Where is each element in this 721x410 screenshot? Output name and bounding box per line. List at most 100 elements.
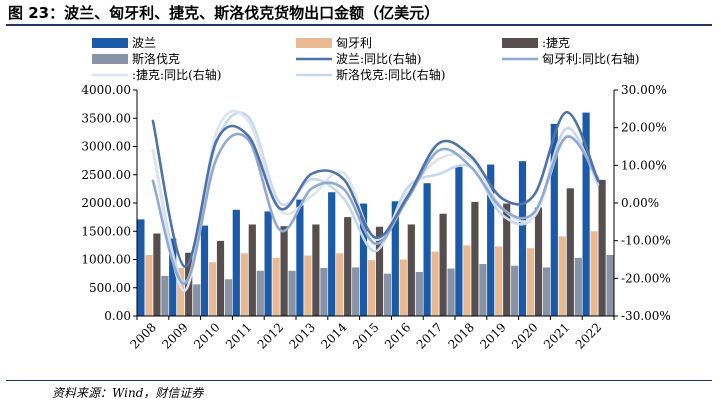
y2-tick-label: -20.00% xyxy=(621,271,671,285)
bar xyxy=(296,199,304,316)
bar xyxy=(590,231,598,316)
bar xyxy=(511,265,519,316)
bar xyxy=(193,284,201,316)
legend-label: 匈牙利:同比(右轴) xyxy=(542,51,639,66)
bar xyxy=(240,253,248,316)
bar xyxy=(455,166,463,316)
y-tick-label: 3000.00 xyxy=(81,140,131,154)
legend-swatch xyxy=(92,38,128,48)
bar xyxy=(145,254,153,316)
legend-swatch xyxy=(502,38,538,48)
series-line xyxy=(151,132,600,285)
bar xyxy=(383,273,392,317)
bar xyxy=(344,217,352,317)
y2-tick-label: 10.00% xyxy=(621,158,667,172)
bar xyxy=(232,209,240,316)
bars xyxy=(137,112,614,317)
bar xyxy=(447,268,455,316)
bar xyxy=(264,211,272,316)
bar xyxy=(153,233,161,316)
bar xyxy=(177,267,185,316)
bar xyxy=(367,260,376,316)
bar xyxy=(272,257,280,316)
bar xyxy=(534,207,543,316)
legend-swatch xyxy=(296,38,332,48)
bar xyxy=(487,164,495,316)
legend-label: :捷克:同比(右轴) xyxy=(132,67,221,82)
x-tick-label: 2008 xyxy=(128,320,159,351)
y2-tick-label: 0.00% xyxy=(621,196,659,210)
x-tick-label: 2020 xyxy=(509,320,540,351)
bar xyxy=(582,112,590,316)
bar xyxy=(479,264,487,316)
legend-label: 斯洛伐克:同比(右轴) xyxy=(336,67,445,82)
bar xyxy=(336,253,344,316)
bar xyxy=(256,270,264,316)
bar xyxy=(391,201,399,316)
bar xyxy=(161,275,169,316)
figure-title: 图 23：波兰、匈牙利、捷克、斯洛伐克货物出口金额（亿美元） xyxy=(8,4,440,22)
y-tick-label: 1500.00 xyxy=(81,224,131,238)
bar xyxy=(169,238,177,316)
legend-swatch xyxy=(92,54,128,64)
bar xyxy=(407,224,415,316)
y-tick-label: 2000.00 xyxy=(81,196,131,210)
legend-label: 波兰:同比(右轴) xyxy=(336,51,421,66)
title-rule xyxy=(6,24,712,26)
x-tick-label: 2009 xyxy=(159,320,190,351)
bar xyxy=(399,259,407,316)
bar xyxy=(288,270,296,316)
bar xyxy=(558,236,566,316)
y-tick-label: 0.00 xyxy=(104,309,131,323)
bar xyxy=(415,271,423,316)
bar xyxy=(431,251,439,316)
y2-tick-label: 20.00% xyxy=(621,121,667,135)
bar xyxy=(248,224,256,316)
y2-tick-label: -30.00% xyxy=(621,309,671,323)
y-tick-label: 4000.00 xyxy=(81,83,131,97)
series-line xyxy=(151,110,600,268)
y-tick-label: 500.00 xyxy=(89,281,131,295)
bar xyxy=(518,161,527,316)
bar xyxy=(280,226,288,316)
x-tick-label: 2014 xyxy=(318,320,350,352)
bar xyxy=(598,179,606,316)
bar xyxy=(526,248,535,316)
x-tick-label: 2022 xyxy=(573,320,604,351)
footer-rule xyxy=(6,380,712,381)
bar xyxy=(352,267,360,316)
bar xyxy=(471,201,479,316)
bar xyxy=(542,267,551,316)
y2-tick-label: -10.00% xyxy=(621,234,671,248)
y-tick-label: 1000.00 xyxy=(81,253,131,267)
y-tick-label: 3500.00 xyxy=(81,111,131,125)
bar xyxy=(224,279,233,316)
bar xyxy=(495,246,503,316)
bar xyxy=(304,255,312,316)
x-tick-label: 2012 xyxy=(255,320,286,351)
x-tick-label: 2017 xyxy=(414,320,445,351)
bar xyxy=(550,123,558,317)
bar xyxy=(463,245,471,317)
x-tick-label: 2021 xyxy=(541,320,572,351)
bar xyxy=(208,262,217,316)
legend-label: 斯洛伐克 xyxy=(132,51,180,66)
x-tick-label: 2015 xyxy=(350,320,381,351)
bar xyxy=(200,225,209,316)
y2-tick-label: 30.00% xyxy=(621,83,667,97)
bar xyxy=(503,203,511,316)
x-tick-label: 2010 xyxy=(191,320,222,351)
bar xyxy=(312,224,320,316)
bar xyxy=(320,267,328,316)
bar xyxy=(137,219,145,316)
bar xyxy=(359,203,368,316)
legend-label: 波兰 xyxy=(132,36,156,50)
bar xyxy=(574,257,582,316)
bar xyxy=(423,183,431,316)
x-tick-label: 2013 xyxy=(287,320,318,351)
legend-label: :捷克 xyxy=(542,36,570,50)
x-tick-label: 2011 xyxy=(223,320,254,351)
lines xyxy=(151,109,600,293)
